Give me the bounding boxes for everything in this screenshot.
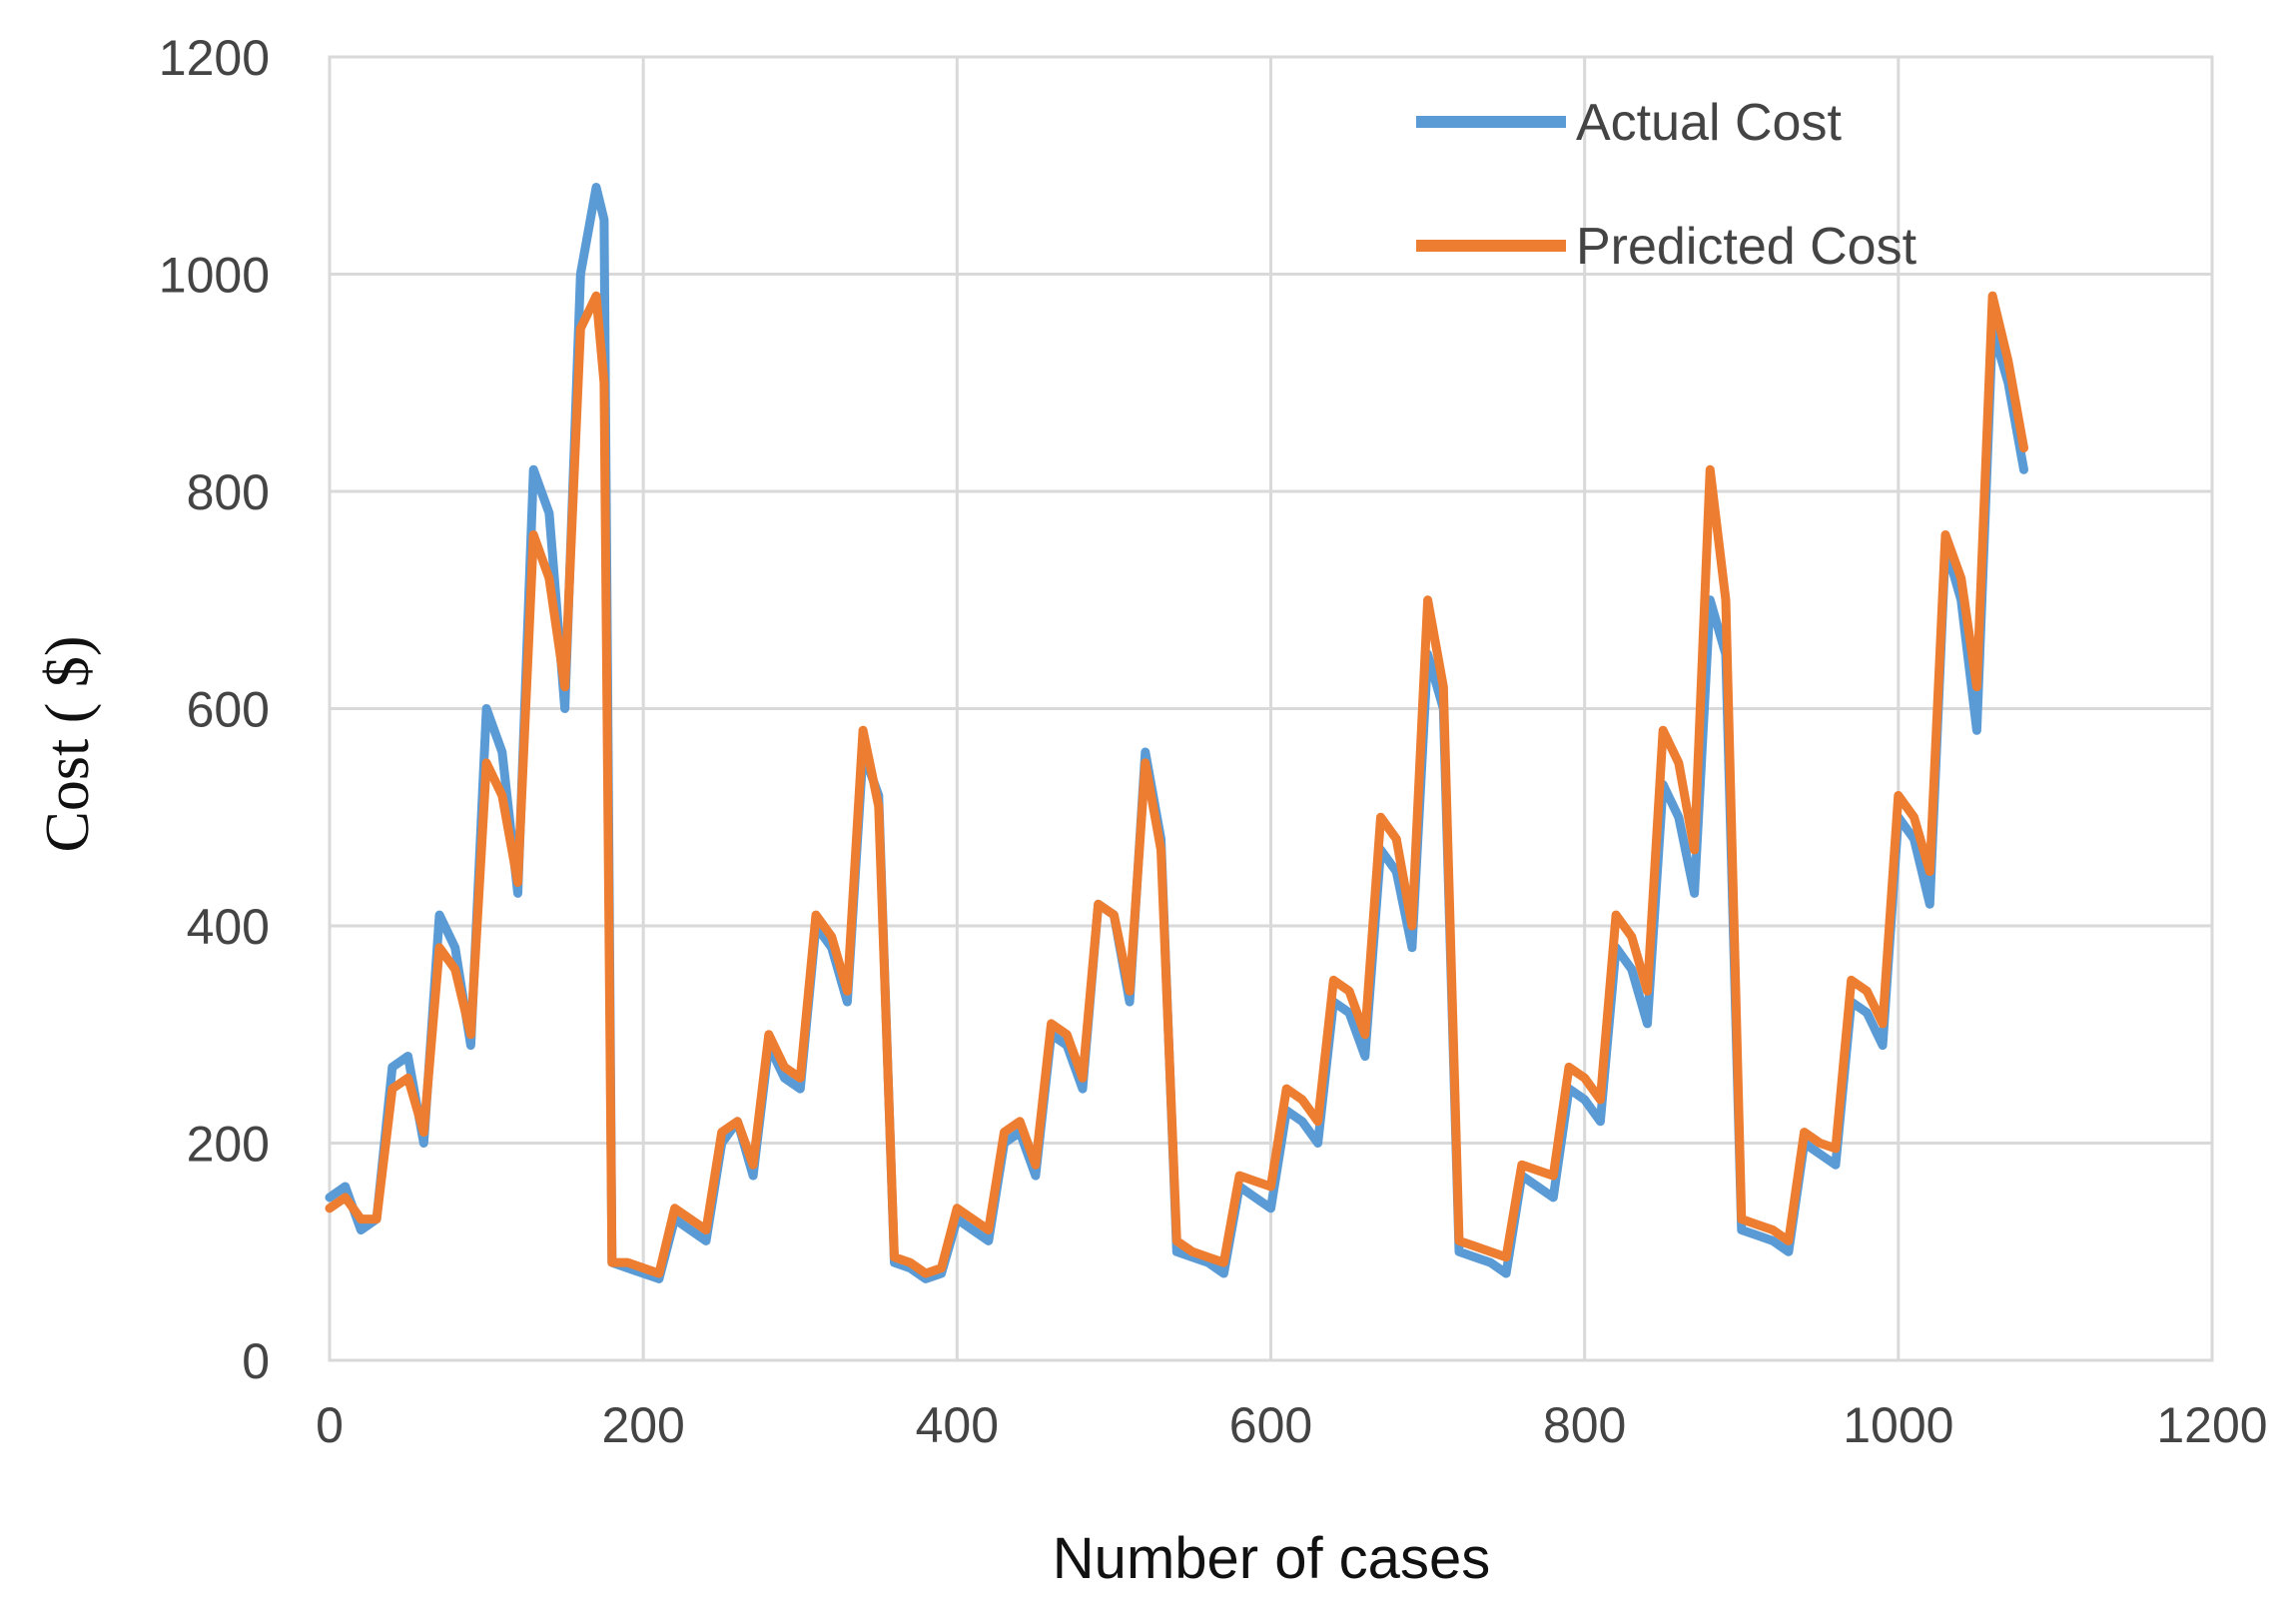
x-tick-label: 1200 — [2156, 1397, 2267, 1453]
y-axis-tick-labels: 0 200 400 600 800 1000 1200 — [159, 30, 270, 1389]
y-tick-label: 200 — [187, 1117, 270, 1173]
legend-label-actual-cost: Actual Cost — [1576, 94, 1842, 152]
plot-area-frame — [328, 55, 2214, 1362]
x-tick-label: 1000 — [1843, 1397, 1953, 1453]
x-tick-label: 200 — [601, 1397, 684, 1453]
y-tick-label: 600 — [187, 682, 270, 738]
y-axis-title: Cost ( $) — [34, 636, 102, 853]
y-tick-label: 400 — [187, 899, 270, 955]
y-tick-label: 800 — [187, 464, 270, 520]
legend-label-predicted-cost: Predicted Cost — [1576, 218, 1917, 276]
series-line-predicted-cost — [325, 291, 2028, 1278]
series-layer — [325, 183, 2028, 1283]
x-axis-tick-labels: 0 200 400 600 800 1000 1200 — [316, 1397, 2268, 1453]
x-tick-label: 600 — [1229, 1397, 1312, 1453]
y-tick-label: 0 — [242, 1333, 270, 1389]
legend: Actual Cost Predicted Cost — [1416, 94, 1917, 276]
y-tick-label: 1200 — [159, 30, 270, 86]
x-tick-label: 400 — [916, 1397, 999, 1453]
x-tick-label: 800 — [1543, 1397, 1626, 1453]
x-tick-label: 0 — [316, 1397, 344, 1453]
y-tick-label: 1000 — [159, 248, 270, 304]
x-axis-title: Number of cases — [1053, 1526, 1490, 1591]
